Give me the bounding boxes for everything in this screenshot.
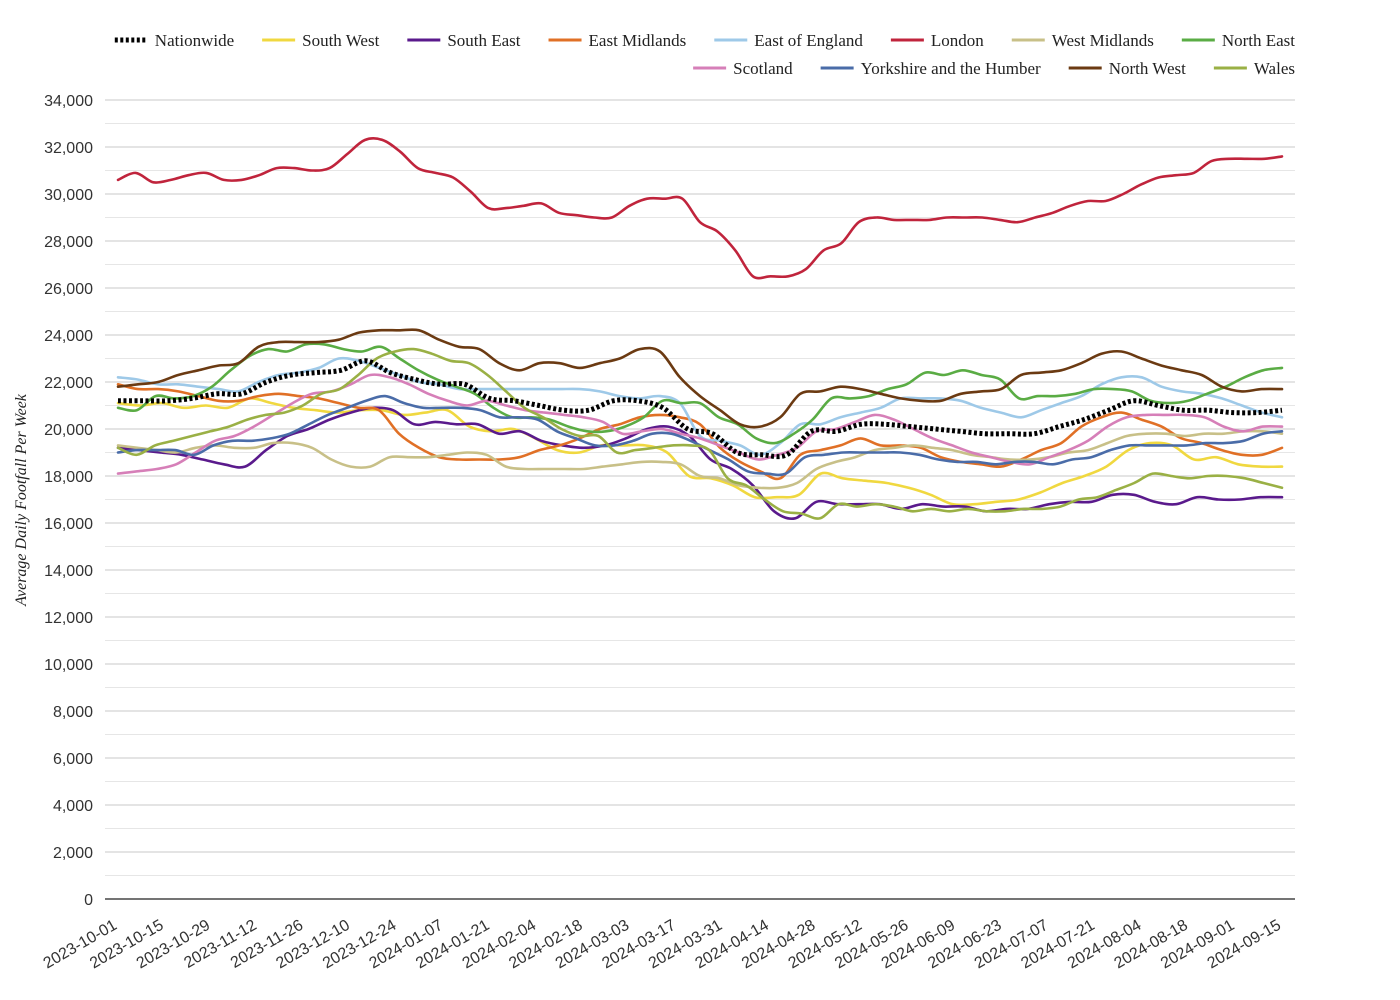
y-axis-title: Average Daily Footfall Per Week [13, 393, 30, 607]
legend-item-south-east: South East [407, 31, 521, 50]
y-tick-label: 14,000 [44, 563, 93, 580]
series-line-nationwide [118, 358, 1283, 460]
legend-item-scotland: Scotland [693, 59, 793, 78]
legend-label: Wales [1254, 59, 1295, 78]
series-line-london [116, 137, 1284, 280]
legend-item-london: London [890, 31, 984, 50]
legend-label: South East [447, 31, 520, 50]
legend-label: East of England [754, 31, 863, 50]
legend-item-north-east: North East [1181, 31, 1295, 50]
series-line-scotland [116, 373, 1284, 475]
legend: Nationwide South West South East East Midla… [114, 31, 1295, 78]
series-line-south-east [116, 406, 1284, 520]
y-tick-label: 10,000 [44, 657, 93, 674]
gridlines [105, 99, 1295, 900]
y-tick-label: 12,000 [44, 610, 93, 627]
y-tick-label: 0 [84, 892, 93, 909]
legend-item-wales: Wales [1213, 59, 1295, 78]
y-tick-label: 16,000 [44, 516, 93, 533]
y-axis-ticks: 0 2,000 4,000 6,000 8,000 10,000 12,000 14,000 1… [44, 93, 93, 909]
y-tick-label: 24,000 [44, 328, 93, 345]
legend-label: Nationwide [155, 31, 234, 50]
series-line-west-midlands [116, 429, 1284, 490]
y-tick-label: 32,000 [44, 140, 93, 157]
legend-item-south-west: South West [262, 31, 380, 50]
y-tick-label: 34,000 [44, 93, 93, 110]
legend-label: North West [1109, 59, 1186, 78]
legend-label: Yorkshire and the Humber [861, 59, 1041, 78]
y-tick-label: 2,000 [53, 845, 93, 862]
y-tick-label: 6,000 [53, 751, 93, 768]
legend-label: North East [1222, 31, 1295, 50]
legend-label: South West [302, 31, 379, 50]
y-tick-label: 8,000 [53, 704, 93, 721]
y-tick-label: 4,000 [53, 798, 93, 815]
legend-item-east-of-england: East of England [714, 31, 863, 50]
series-line-north-west [116, 328, 1284, 429]
legend-item-nationwide: Nationwide [114, 31, 234, 50]
series-line-south-west [116, 397, 1284, 507]
legend-item-east-midlands: East Midlands [548, 31, 687, 50]
legend-item-yorkshire-and-the-humber: Yorkshire and the Humber [820, 59, 1041, 78]
y-tick-label: 18,000 [44, 469, 93, 486]
legend-label: West Midlands [1052, 31, 1154, 50]
legend-label: East Midlands [589, 31, 687, 50]
y-tick-label: 28,000 [44, 234, 93, 251]
y-tick-label: 30,000 [44, 187, 93, 204]
legend-item-west-midlands: West Midlands [1011, 31, 1154, 50]
legend-item-north-west: North West [1068, 59, 1186, 78]
legend-label: Scotland [733, 59, 793, 78]
y-tick-label: 26,000 [44, 281, 93, 298]
y-tick-label: 20,000 [44, 422, 93, 439]
x-axis-ticks: 2023-10-012023-10-152023-10-292023-11-12… [41, 917, 1284, 973]
series-line-north-east [116, 342, 1284, 445]
series-line-wales [116, 347, 1284, 520]
legend-label: London [931, 31, 984, 50]
series-lines [116, 137, 1284, 520]
y-tick-label: 22,000 [44, 375, 93, 392]
series-line-east-of-england [116, 356, 1284, 457]
